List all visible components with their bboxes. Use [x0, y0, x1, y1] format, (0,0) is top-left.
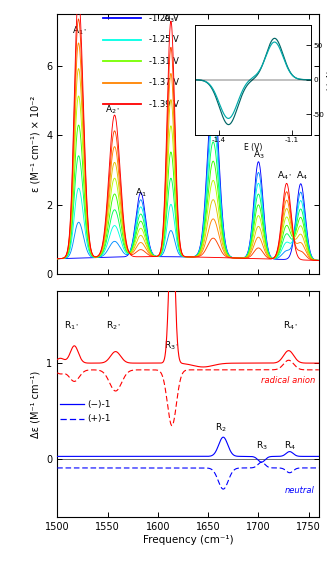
- Text: A$_{3^*}$: A$_{3^*}$: [163, 12, 179, 24]
- Text: (+)-1: (+)-1: [87, 414, 111, 423]
- Text: R$_4$: R$_4$: [284, 439, 296, 451]
- Y-axis label: ε (M⁻¹ cm⁻¹) × 10⁻²: ε (M⁻¹ cm⁻¹) × 10⁻²: [30, 96, 41, 192]
- Text: R$_{4^*}$: R$_{4^*}$: [283, 320, 298, 332]
- X-axis label: Frequency (cm⁻¹): Frequency (cm⁻¹): [143, 534, 233, 545]
- Text: A$_{1^*}$: A$_{1^*}$: [72, 24, 87, 37]
- Text: A$_4$: A$_4$: [296, 170, 308, 182]
- Text: -1.20 V: -1.20 V: [149, 14, 179, 23]
- Text: R$_{1^*}$: R$_{1^*}$: [64, 320, 79, 332]
- Text: A$_2$: A$_2$: [207, 73, 219, 85]
- Text: -1.39 V: -1.39 V: [149, 100, 179, 109]
- Text: A$_{2^*}$: A$_{2^*}$: [105, 104, 120, 116]
- Text: neutral: neutral: [285, 485, 315, 494]
- Text: R$_{2^*}$: R$_{2^*}$: [106, 320, 121, 332]
- Text: -1.31 V: -1.31 V: [149, 56, 179, 66]
- Y-axis label: Δε (M⁻¹ cm⁻¹): Δε (M⁻¹ cm⁻¹): [31, 371, 41, 438]
- Text: A$_{4^*}$: A$_{4^*}$: [277, 170, 292, 182]
- Text: -1.37 V: -1.37 V: [149, 78, 179, 87]
- Text: radical anion: radical anion: [261, 376, 315, 385]
- Text: -1.25 V: -1.25 V: [149, 35, 179, 44]
- Text: R$_2$: R$_2$: [215, 422, 227, 434]
- Text: A$_3$: A$_3$: [252, 149, 264, 162]
- Text: (−)-1: (−)-1: [87, 400, 111, 409]
- Text: R$_{3^*}$: R$_{3^*}$: [164, 339, 180, 351]
- Text: A$_1$: A$_1$: [135, 187, 146, 199]
- Text: R$_3$: R$_3$: [256, 439, 267, 451]
